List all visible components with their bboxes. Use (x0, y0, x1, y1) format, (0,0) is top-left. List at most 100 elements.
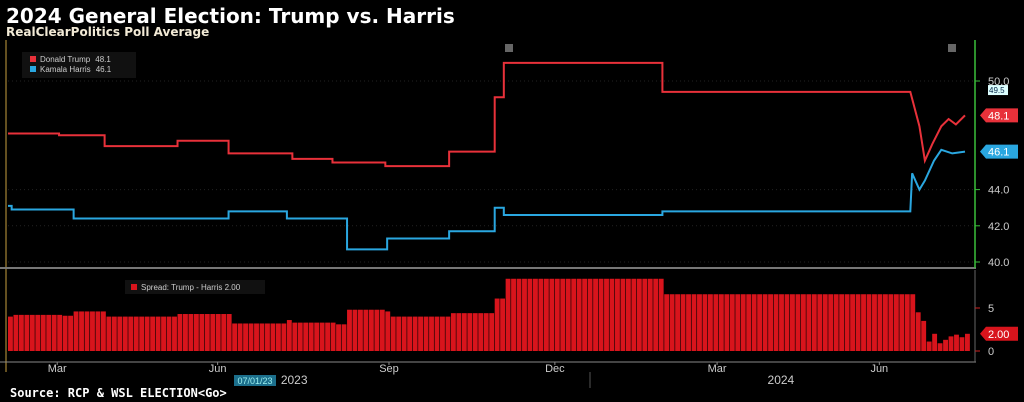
legend-harris-label: Kamala Harris 46.1 (40, 65, 112, 74)
year-label: 2023 (281, 373, 308, 387)
spread-bar (729, 294, 735, 351)
marker-label: 49.5 (989, 86, 1005, 95)
spread-bar (445, 316, 451, 351)
spread-bar (965, 333, 970, 351)
spread-bar (199, 314, 205, 351)
spread-bar (669, 294, 675, 351)
spread-bar (325, 322, 331, 351)
spread-bar (139, 316, 145, 351)
spread-bar (538, 278, 544, 351)
spread-bar (631, 278, 637, 351)
spread-bar (478, 313, 484, 351)
spread-bar (686, 294, 691, 351)
spread-bar (861, 294, 866, 351)
spread-bar (440, 316, 445, 351)
spread-bar (642, 278, 648, 351)
spread-bar (215, 314, 221, 351)
spread-bar (560, 278, 566, 351)
date-badge (234, 375, 276, 386)
spread-bar (959, 337, 965, 351)
spread-bar (352, 309, 358, 351)
spread-bar (396, 316, 402, 351)
collapse-icon[interactable] (505, 44, 513, 52)
spread-bar (915, 312, 921, 351)
spread-bar (390, 316, 396, 351)
spread-bar (779, 294, 784, 351)
spread-bar (62, 315, 68, 351)
spread-bar (117, 316, 123, 351)
spread-bar (434, 316, 440, 351)
spread-bar (768, 294, 773, 351)
spread-bar (543, 278, 549, 351)
legend-bg (22, 52, 136, 78)
spread-bar (166, 316, 172, 351)
spread-bar (172, 316, 177, 351)
spread-bar (511, 278, 516, 351)
spread-bar (675, 294, 681, 351)
spread-bar (954, 334, 959, 351)
spread-bar (817, 294, 823, 351)
spread-bar (522, 278, 527, 351)
spread-bar (718, 294, 724, 351)
chart-title: 2024 General Election: Trump vs. Harris (6, 4, 455, 28)
spread-bar (844, 294, 850, 351)
last-value-badge (980, 108, 1018, 123)
chart-subtitle: RealClearPolitics Poll Average (6, 25, 210, 39)
spread-bar (811, 294, 817, 351)
spread-bar (133, 316, 139, 351)
spread-bar (806, 294, 812, 351)
spread-bar (73, 311, 79, 351)
spread-bar (95, 311, 101, 351)
collapse-icon[interactable] (948, 44, 956, 52)
spread-bar (565, 278, 571, 351)
spread-bar (286, 320, 292, 351)
x-tick-label: Jun (870, 363, 888, 375)
spread-bar (84, 311, 90, 351)
x-tick-label: Dec (545, 363, 565, 375)
spread-bar (303, 322, 309, 351)
spread-bar (615, 278, 620, 351)
spread-bar (106, 316, 112, 351)
spread-bar (549, 278, 555, 351)
last-value-label: 48.1 (988, 110, 1009, 122)
spread-bar (625, 278, 631, 351)
legend-trump-label: Donald Trump 48.1 (40, 55, 111, 64)
spread-bar (795, 294, 801, 351)
spread-bar (598, 278, 604, 351)
spread-bar (576, 278, 582, 351)
spread-bar (800, 294, 806, 351)
spread-bar (40, 314, 46, 351)
spread-bar (877, 294, 883, 351)
spread-bar (385, 311, 391, 351)
y-tick-label: 0 (988, 346, 994, 358)
spread-bar (292, 322, 298, 351)
spread-bar (336, 324, 341, 351)
spread-bar (740, 294, 746, 351)
last-value-label: 46.1 (988, 147, 1009, 159)
spread-bar (13, 314, 19, 351)
spread-bar (697, 294, 702, 351)
y-tick-label: 42.0 (988, 221, 1009, 233)
spread-bar (111, 316, 117, 351)
spread-bar (937, 343, 943, 351)
spread-bar (866, 294, 872, 351)
spread-bar (401, 316, 407, 351)
spread-bar (221, 314, 227, 351)
spread-bar (24, 314, 30, 351)
last-value-badge (980, 144, 1018, 159)
spread-bar (571, 278, 577, 351)
marker-badge (988, 85, 1008, 96)
spread-bar (647, 278, 653, 351)
spread-bar (855, 294, 861, 351)
spread-bar (248, 323, 254, 351)
spread-bar (319, 322, 325, 351)
spread-bar (926, 341, 932, 351)
spread-bar (790, 294, 795, 351)
spread-bar (587, 278, 593, 351)
last-value-badge (980, 326, 1018, 341)
y-tick-label: 44.0 (988, 185, 1009, 197)
x-tick-label: Jun (209, 363, 227, 375)
spread-bar (341, 324, 347, 351)
spread-bar (374, 309, 380, 351)
